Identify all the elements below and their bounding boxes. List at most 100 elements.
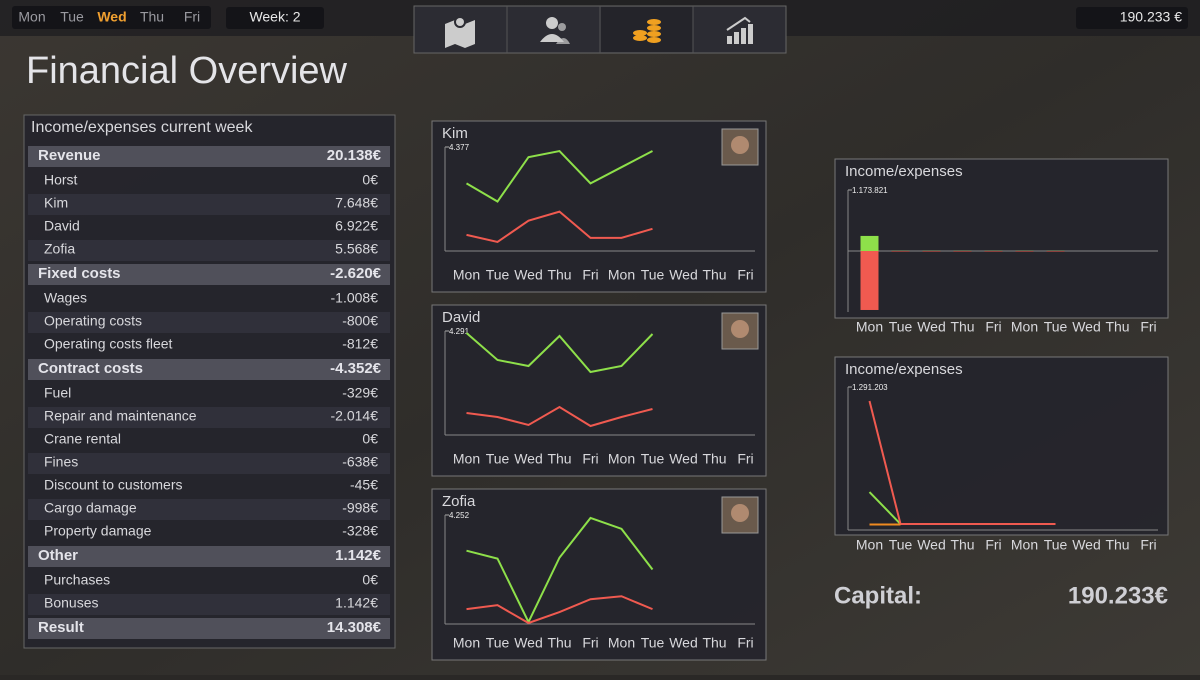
bar [860, 235, 879, 251]
day-label: Mon [18, 9, 45, 25]
row-stripe [28, 499, 390, 520]
x-tick-label: Fri [737, 267, 753, 283]
section-label: Revenue [38, 147, 101, 164]
x-tick-label: Wed [669, 267, 698, 283]
x-tick-label: Wed [917, 319, 946, 335]
row-value: 7.648€ [335, 195, 378, 211]
chart-title: David [442, 309, 480, 326]
x-tick-label: Mon [608, 635, 635, 651]
row-value: 0€ [362, 431, 378, 447]
line [465, 332, 654, 374]
x-tick-label: Mon [1011, 537, 1038, 553]
row-stripe [28, 407, 390, 428]
x-tick-label: Fri [1140, 319, 1156, 335]
x-tick-label: Fri [985, 537, 1001, 553]
day-label: Wed [97, 9, 126, 25]
row-stripe [28, 194, 390, 215]
row-value: 6.922€ [335, 218, 378, 234]
chart-panel [834, 356, 1169, 536]
row-stripe [28, 594, 390, 615]
x-tick-label: Mon [856, 537, 883, 553]
x-tick-label: Thu [547, 451, 571, 467]
finance-icon[interactable] [633, 19, 661, 43]
row-label: Zofia [44, 241, 75, 257]
money-box [1076, 7, 1188, 29]
x-tick-label: Mon [453, 635, 480, 651]
row-label: Repair and maintenance [44, 408, 197, 424]
map-icon[interactable] [445, 16, 475, 48]
page-title: Financial Overview [26, 50, 348, 92]
x-tick-label: Wed [1072, 319, 1101, 335]
chart-panel [834, 158, 1169, 319]
x-tick-label: Wed [514, 635, 543, 651]
avatar-face [731, 504, 749, 522]
tabs [413, 5, 787, 54]
section-value: -4.352€ [330, 360, 382, 377]
week-label: Week: 2 [249, 9, 300, 25]
section-header [28, 359, 390, 380]
x-tick-label: Tue [641, 635, 665, 651]
row-value: -45€ [350, 477, 378, 493]
money-label: 190.233 € [1120, 9, 1182, 25]
x-tick-label: Tue [641, 267, 665, 283]
y-tick-label: 4.252 [449, 511, 470, 520]
line [465, 149, 653, 203]
row-value: 1.142€ [335, 595, 378, 611]
x-tick-label: Mon [608, 267, 635, 283]
chart-title: Income/expenses [845, 163, 963, 180]
section-header [28, 618, 390, 639]
line [466, 595, 653, 625]
row-label: Operating costs fleet [44, 336, 173, 352]
row-value: -328€ [342, 523, 378, 539]
row-label: Purchases [44, 572, 110, 588]
day-box [12, 6, 211, 29]
x-tick-label: Thu [547, 267, 571, 283]
x-tick-label: Tue [1044, 537, 1068, 553]
x-tick-label: Thu [547, 635, 571, 651]
capital-label: Capital: [834, 582, 922, 609]
x-tick-label: Fri [737, 635, 753, 651]
row-value: 5.568€ [335, 241, 378, 257]
tab-active[interactable] [601, 7, 693, 52]
chart-title: Zofia [442, 493, 476, 510]
x-tick-label: Mon [453, 451, 480, 467]
section-value: 1.142€ [335, 547, 382, 564]
x-tick-label: Fri [582, 267, 598, 283]
x-tick-label: Wed [1072, 537, 1101, 553]
avatar-face [731, 320, 749, 338]
row-stripe [28, 453, 390, 474]
x-tick-label: Tue [641, 451, 665, 467]
row-value: 0€ [362, 172, 378, 188]
stats-icon[interactable] [726, 16, 753, 44]
section-header [28, 264, 390, 285]
chart-title: Income/expenses [845, 361, 963, 378]
x-tick-label: Thu [702, 267, 726, 283]
x-tick-label: Tue [486, 451, 510, 467]
row-stripe [28, 240, 390, 261]
week-box [226, 7, 324, 29]
y-tick-label: 4.291 [449, 327, 470, 336]
x-tick-label: Wed [514, 267, 543, 283]
avatar-face [731, 136, 749, 154]
statement-title: Income/expenses current week [31, 119, 253, 136]
row-label: Wages [44, 290, 87, 306]
day-label: Fri [184, 9, 200, 25]
section-value: -2.620€ [330, 265, 382, 282]
row-label: Kim [44, 195, 68, 211]
chart-panel [431, 120, 767, 293]
row-value: -1.008€ [331, 290, 379, 306]
x-tick-label: Wed [669, 451, 698, 467]
row-value: -998€ [342, 500, 378, 516]
chart-title: Kim [442, 125, 468, 142]
x-tick-label: Fri [737, 451, 753, 467]
people-icon[interactable] [540, 17, 570, 44]
row-value: 0€ [362, 572, 378, 588]
row-value: -2.014€ [331, 408, 379, 424]
bar [922, 251, 941, 252]
x-tick-label: Wed [669, 635, 698, 651]
x-tick-label: Wed [917, 537, 946, 553]
bar [891, 251, 910, 252]
x-tick-label: Mon [1011, 319, 1038, 335]
x-tick-label: Thu [1105, 319, 1129, 335]
